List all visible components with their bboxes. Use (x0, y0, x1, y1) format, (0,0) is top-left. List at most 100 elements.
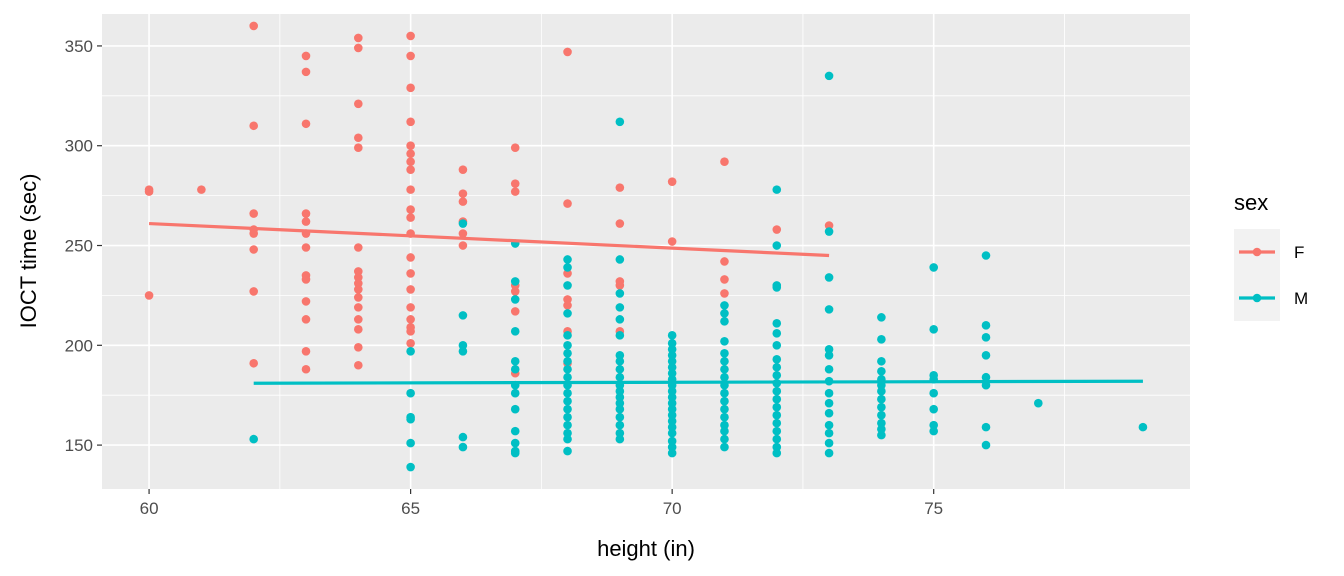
point-M (929, 426, 938, 436)
point-F (249, 209, 258, 218)
point-M (824, 364, 834, 374)
point-M (772, 426, 782, 436)
point-F (406, 165, 415, 174)
point-M (510, 426, 520, 436)
point-M (615, 420, 625, 430)
point-M (615, 289, 625, 298)
point-M (563, 341, 572, 350)
point-M (510, 295, 520, 304)
point-M (510, 327, 520, 336)
point-M (406, 462, 415, 472)
point-M (720, 317, 729, 326)
point-M (720, 309, 729, 318)
point-M (615, 255, 625, 264)
point-M (772, 448, 782, 458)
point-F (510, 187, 520, 196)
point-F (249, 21, 258, 31)
point-M (615, 412, 625, 422)
point-M (667, 436, 677, 446)
point-M (667, 428, 677, 438)
point-F (354, 342, 363, 352)
point-M (615, 398, 625, 408)
point-F (301, 275, 311, 284)
y-tick-label: 350 (65, 37, 93, 56)
point-F (458, 189, 468, 198)
point-F (301, 243, 311, 252)
point-M (615, 428, 625, 438)
point-M (772, 185, 782, 194)
plot-panel (102, 14, 1190, 489)
point-M (772, 418, 782, 428)
point-M (720, 442, 729, 452)
point-F (301, 364, 311, 374)
point-F (354, 243, 363, 252)
point-F (354, 285, 363, 294)
point-F (458, 241, 468, 250)
point-M (249, 434, 258, 444)
point-M (720, 337, 729, 346)
point-M (563, 348, 572, 358)
point-M (772, 370, 782, 380)
point-F (301, 51, 311, 61)
point-F (406, 149, 415, 159)
point-M (929, 388, 938, 398)
point-M (877, 424, 886, 434)
point-M (772, 442, 782, 452)
point-F (510, 287, 520, 296)
point-F (406, 327, 415, 336)
point-F (406, 141, 415, 151)
x-axis-title: height (in) (597, 536, 695, 561)
point-F (354, 360, 363, 370)
point-M (563, 309, 572, 318)
point-M (877, 394, 886, 404)
point-M (667, 350, 677, 360)
point-M (772, 434, 782, 444)
point-M (458, 432, 468, 442)
point-F (406, 303, 415, 312)
point-M (772, 329, 782, 338)
point-F (458, 197, 468, 206)
point-F (615, 183, 625, 192)
point-M (981, 321, 991, 330)
legend-key-point (1252, 247, 1262, 257)
point-M (458, 341, 468, 350)
point-F (406, 31, 415, 41)
point-M (667, 442, 677, 452)
point-F (563, 199, 572, 208)
point-M (615, 315, 625, 324)
point-M (720, 434, 729, 444)
point-M (720, 301, 729, 310)
point-F (249, 358, 258, 368)
point-M (824, 448, 834, 458)
point-F (615, 281, 625, 290)
point-F (406, 269, 415, 278)
point-M (563, 446, 572, 456)
point-M (877, 430, 886, 440)
point-M (615, 117, 625, 127)
point-F (406, 205, 415, 214)
point-M (772, 386, 782, 396)
point-F (354, 99, 363, 109)
point-F (354, 315, 363, 324)
major-gridlines (102, 14, 1190, 489)
point-M (667, 344, 677, 354)
point-M (667, 422, 677, 432)
point-F (406, 185, 415, 194)
data-points (144, 21, 1148, 472)
point-M (563, 263, 572, 272)
point-M (720, 388, 729, 398)
point-M (563, 404, 572, 414)
point-M (929, 404, 938, 414)
point-M (720, 404, 729, 414)
point-M (772, 241, 782, 250)
point-F (301, 217, 311, 226)
point-F (406, 285, 415, 294)
x-tick-label: 75 (924, 499, 943, 518)
point-M (720, 396, 729, 406)
point-M (510, 364, 520, 374)
point-M (406, 346, 415, 356)
point-M (929, 420, 938, 430)
x-axis: 60 65 70 75 (140, 489, 943, 518)
point-F (354, 267, 363, 276)
point-F (197, 185, 206, 194)
